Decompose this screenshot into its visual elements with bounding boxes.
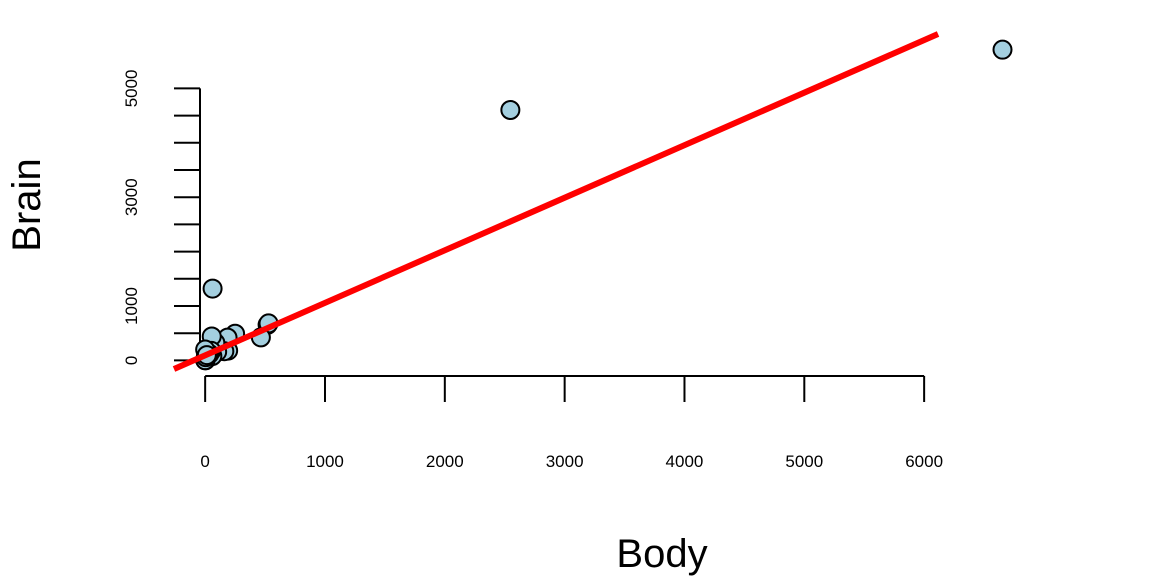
y-tick-label: 3000 — [122, 178, 141, 216]
x-tick-label: 6000 — [905, 452, 943, 471]
regression-line-group — [172, 31, 940, 372]
x-tick-label: 1000 — [306, 452, 344, 471]
y-axis: 0 1000 3000 5000 — [122, 69, 201, 365]
x-tick-label: 3000 — [546, 452, 584, 471]
x-axis: 0 1000 2000 3000 4000 5000 6000 — [200, 375, 943, 471]
data-point — [500, 99, 521, 120]
y-tick-label: 0 — [122, 356, 141, 365]
x-axis-title: Body — [616, 532, 707, 576]
y-tick-label: 5000 — [122, 69, 141, 107]
data-point — [992, 39, 1013, 60]
x-tick-label: 2000 — [426, 452, 464, 471]
y-axis-title: Brain — [5, 158, 49, 251]
data-point — [202, 278, 223, 299]
x-tick-label: 5000 — [785, 452, 823, 471]
x-tick-label: 4000 — [666, 452, 704, 471]
regression-line — [172, 31, 940, 372]
x-tick-label: 0 — [200, 452, 209, 471]
data-points — [195, 39, 1013, 371]
y-tick-label: 1000 — [122, 287, 141, 325]
